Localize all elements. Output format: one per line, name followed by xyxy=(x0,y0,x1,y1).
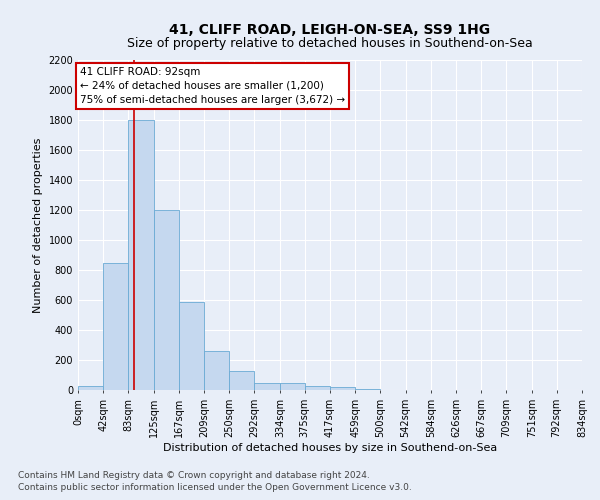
Bar xyxy=(229,370,254,390)
Bar xyxy=(305,386,330,390)
Bar xyxy=(280,383,305,390)
Text: Contains HM Land Registry data © Crown copyright and database right 2024.: Contains HM Land Registry data © Crown c… xyxy=(18,471,370,480)
Bar xyxy=(254,382,280,390)
Text: Size of property relative to detached houses in Southend-on-Sea: Size of property relative to detached ho… xyxy=(127,38,533,51)
Bar xyxy=(103,262,128,390)
Text: Contains public sector information licensed under the Open Government Licence v3: Contains public sector information licen… xyxy=(18,484,412,492)
X-axis label: Distribution of detached houses by size in Southend-on-Sea: Distribution of detached houses by size … xyxy=(163,442,497,452)
Bar xyxy=(78,386,103,390)
Text: 41, CLIFF ROAD, LEIGH-ON-SEA, SS9 1HG: 41, CLIFF ROAD, LEIGH-ON-SEA, SS9 1HG xyxy=(169,22,491,36)
Bar xyxy=(355,389,380,390)
Bar xyxy=(179,302,205,390)
Bar xyxy=(330,388,355,390)
Bar xyxy=(205,351,229,390)
Bar xyxy=(154,210,179,390)
Bar xyxy=(128,120,154,390)
Text: 41 CLIFF ROAD: 92sqm
← 24% of detached houses are smaller (1,200)
75% of semi-de: 41 CLIFF ROAD: 92sqm ← 24% of detached h… xyxy=(80,66,345,105)
Y-axis label: Number of detached properties: Number of detached properties xyxy=(33,138,43,312)
